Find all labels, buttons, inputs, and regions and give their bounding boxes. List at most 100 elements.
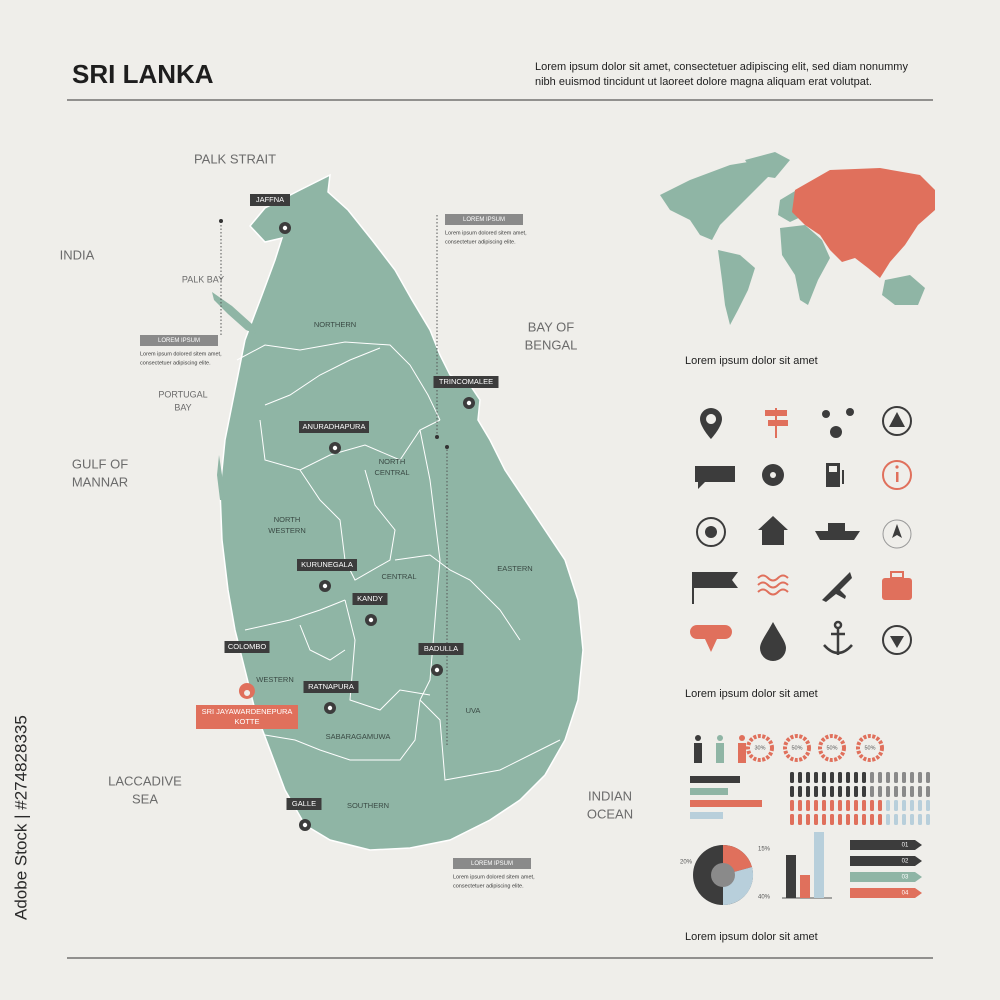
water-label: INDIAN [588, 788, 632, 803]
city-label-box [286, 798, 322, 810]
city-marker-dot [332, 445, 338, 451]
person [822, 814, 826, 825]
donut-label: 50% [791, 745, 802, 751]
person [846, 814, 850, 825]
person [870, 800, 874, 811]
person [910, 786, 914, 797]
person [902, 772, 906, 783]
mini-bar-chart [782, 832, 832, 899]
province-label: UVA [466, 706, 481, 715]
person [886, 814, 890, 825]
person [894, 800, 898, 811]
water-label: BENGAL [525, 337, 578, 352]
icon-plane [822, 572, 852, 602]
icon-fuel [826, 463, 844, 487]
icon-waves [757, 574, 789, 596]
city-label-box [250, 194, 290, 206]
callout-text: consectetuer adipiscing elite. [453, 883, 524, 889]
province-label: CENTRAL [381, 572, 416, 581]
callout-dot [445, 445, 449, 449]
ribbon [850, 888, 922, 898]
donut-label: 50% [864, 745, 875, 751]
person [838, 800, 842, 811]
person [838, 786, 842, 797]
city-label-box [224, 641, 270, 653]
person [798, 772, 802, 783]
person [814, 786, 818, 797]
donut-ring [856, 734, 884, 762]
callout-box [445, 214, 523, 225]
capital-marker [238, 683, 255, 699]
person [790, 772, 794, 783]
icon-speech [695, 466, 735, 489]
icon-drops [822, 408, 854, 438]
caption: Lorem ipsum dolor sit amet [685, 931, 818, 943]
province-label: CENTRAL [374, 468, 409, 477]
watermark: Adobe Stock | #274828335 [11, 715, 30, 920]
callout-title: LOREM IPSUM [463, 217, 505, 223]
city-marker-dot [302, 822, 308, 828]
person [798, 786, 802, 797]
city-label: BADULLA [424, 644, 458, 653]
person [870, 772, 874, 783]
person [918, 814, 922, 825]
province-label: NORTH [379, 457, 406, 466]
province-label: NORTH [274, 515, 301, 524]
person [878, 772, 882, 783]
pie-label: 20% [680, 860, 693, 866]
person [926, 814, 930, 825]
icon-suitcase [882, 571, 912, 600]
ribbon [850, 840, 922, 850]
progress-bars [690, 776, 762, 819]
person [854, 800, 858, 811]
person [918, 772, 922, 783]
icon-disc [762, 464, 784, 486]
asia [792, 168, 935, 278]
icon-anchor [823, 620, 853, 655]
city-marker-dot [322, 583, 328, 589]
ribbon-label: 03 [902, 875, 909, 881]
pie-label: 40% [758, 895, 771, 901]
icon-down [882, 625, 912, 655]
city-label-box [433, 376, 499, 388]
water-label: LACCADIVE [108, 773, 182, 788]
person [862, 814, 866, 825]
province-label: WESTERN [268, 526, 306, 535]
city-marker-dot [434, 667, 440, 673]
city-marker-dot [466, 400, 472, 406]
person [790, 786, 794, 797]
person [830, 786, 834, 797]
ribbon-label: 01 [902, 843, 909, 849]
person [830, 772, 834, 783]
person [806, 800, 810, 811]
person [830, 800, 834, 811]
callout-text: Lorem ipsum dolored sitem amet, [140, 351, 222, 357]
person [830, 814, 834, 825]
city-label: KURUNEGALA [301, 560, 353, 569]
icon-house [758, 516, 788, 545]
greenland [745, 152, 790, 178]
icon-flag [692, 572, 738, 604]
city-label: JAFFNA [256, 195, 284, 204]
person [878, 814, 882, 825]
water-label: PALK BAY [182, 274, 224, 284]
person [918, 800, 922, 811]
people-icons [694, 735, 746, 763]
callout-text: Lorem ipsum dolored sitem amet, [453, 874, 535, 880]
person [806, 772, 810, 783]
north-america [660, 160, 770, 240]
person [926, 772, 930, 783]
city-label: ANURADHAPURA [303, 422, 366, 431]
water-label: BAY OF [528, 319, 575, 334]
icon-grid [690, 406, 912, 661]
person [790, 800, 794, 811]
city-label-box [418, 643, 464, 655]
callout-box [140, 335, 218, 346]
person [918, 786, 922, 797]
person [870, 814, 874, 825]
person [910, 800, 914, 811]
callout-text: consectetuer adipiscing elite. [140, 360, 211, 366]
person [806, 786, 810, 797]
person [838, 772, 842, 783]
